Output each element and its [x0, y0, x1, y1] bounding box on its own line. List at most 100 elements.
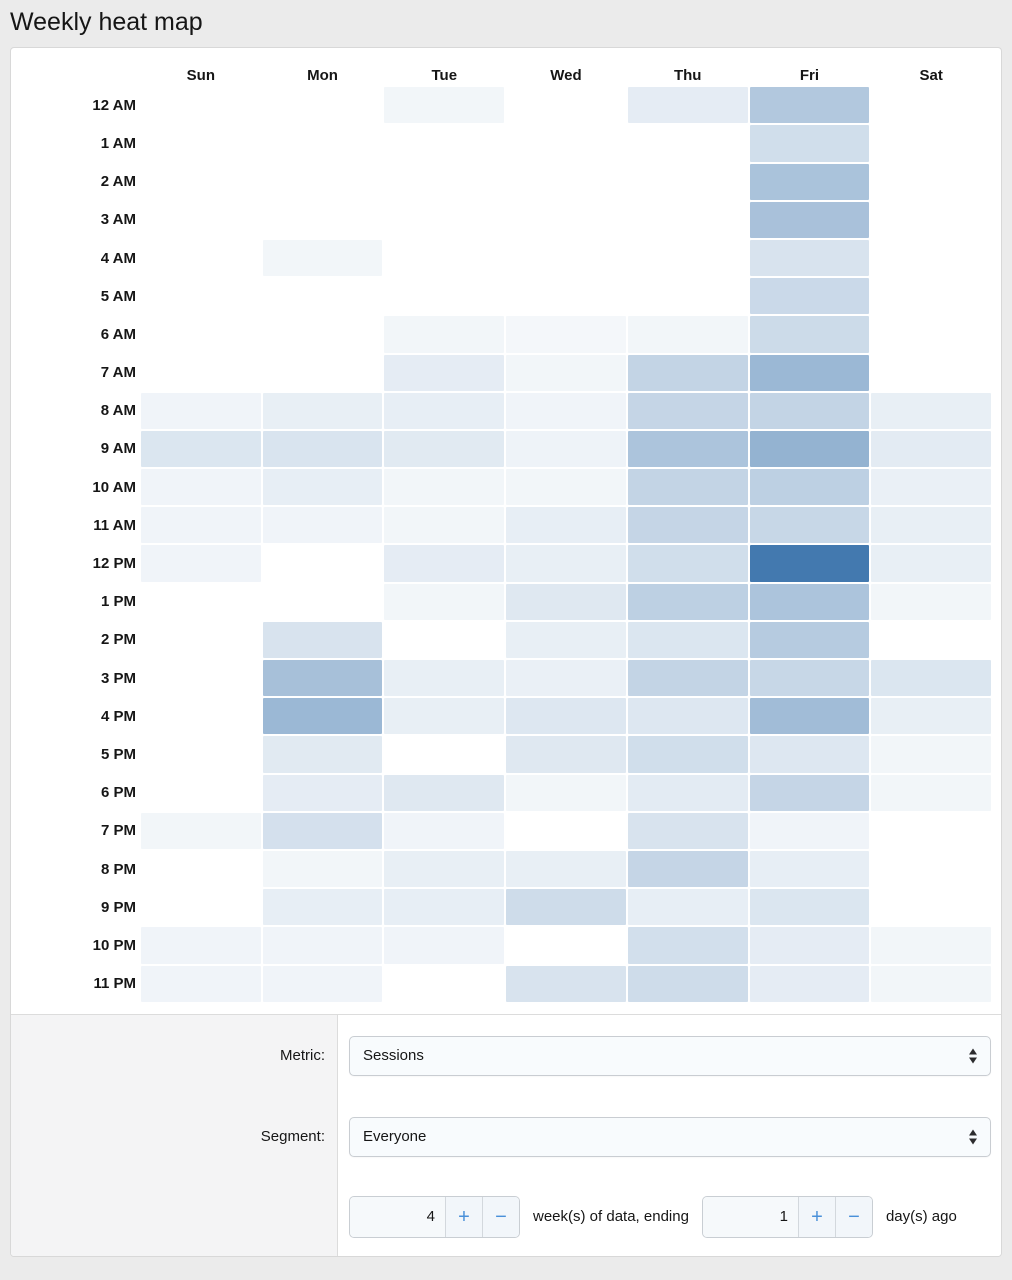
heatmap-cell[interactable]: [749, 239, 871, 277]
heatmap-cell[interactable]: [870, 926, 992, 964]
heatmap-cell[interactable]: [140, 544, 262, 582]
heatmap-cell[interactable]: [627, 544, 749, 582]
heatmap-cell[interactable]: [505, 774, 627, 812]
heatmap-cell[interactable]: [870, 888, 992, 926]
heatmap-cell[interactable]: [262, 888, 384, 926]
days-input[interactable]: [702, 1196, 798, 1237]
heatmap-cell[interactable]: [749, 86, 871, 124]
heatmap-cell[interactable]: [383, 239, 505, 277]
heatmap-cell[interactable]: [870, 697, 992, 735]
heatmap-cell[interactable]: [749, 430, 871, 468]
heatmap-cell[interactable]: [749, 544, 871, 582]
heatmap-cell[interactable]: [383, 354, 505, 392]
heatmap-cell[interactable]: [262, 850, 384, 888]
heatmap-cell[interactable]: [505, 392, 627, 430]
heatmap-cell[interactable]: [870, 392, 992, 430]
heatmap-cell[interactable]: [627, 888, 749, 926]
heatmap-cell[interactable]: [627, 315, 749, 353]
heatmap-cell[interactable]: [262, 926, 384, 964]
metric-select[interactable]: Sessions: [349, 1035, 991, 1076]
heatmap-cell[interactable]: [140, 506, 262, 544]
heatmap-cell[interactable]: [749, 621, 871, 659]
heatmap-cell[interactable]: [627, 735, 749, 773]
heatmap-cell[interactable]: [749, 774, 871, 812]
heatmap-cell[interactable]: [505, 659, 627, 697]
heatmap-cell[interactable]: [749, 506, 871, 544]
heatmap-cell[interactable]: [383, 697, 505, 735]
heatmap-cell[interactable]: [383, 659, 505, 697]
heatmap-cell[interactable]: [262, 965, 384, 1003]
heatmap-cell[interactable]: [262, 506, 384, 544]
heatmap-cell[interactable]: [262, 86, 384, 124]
heatmap-cell[interactable]: [140, 735, 262, 773]
heatmap-cell[interactable]: [749, 850, 871, 888]
heatmap-cell[interactable]: [505, 812, 627, 850]
heatmap-cell[interactable]: [383, 621, 505, 659]
heatmap-cell[interactable]: [383, 965, 505, 1003]
heatmap-cell[interactable]: [262, 621, 384, 659]
heatmap-cell[interactable]: [627, 468, 749, 506]
heatmap-cell[interactable]: [749, 124, 871, 162]
heatmap-cell[interactable]: [505, 965, 627, 1003]
heatmap-cell[interactable]: [870, 163, 992, 201]
heatmap-cell[interactable]: [749, 315, 871, 353]
heatmap-cell[interactable]: [505, 354, 627, 392]
heatmap-cell[interactable]: [262, 430, 384, 468]
heatmap-cell[interactable]: [383, 735, 505, 773]
heatmap-cell[interactable]: [870, 659, 992, 697]
heatmap-cell[interactable]: [627, 506, 749, 544]
segment-select[interactable]: Everyone: [349, 1116, 991, 1157]
heatmap-cell[interactable]: [140, 659, 262, 697]
heatmap-cell[interactable]: [262, 812, 384, 850]
heatmap-cell[interactable]: [749, 697, 871, 735]
heatmap-cell[interactable]: [870, 86, 992, 124]
heatmap-cell[interactable]: [870, 315, 992, 353]
heatmap-cell[interactable]: [262, 124, 384, 162]
heatmap-cell[interactable]: [140, 124, 262, 162]
heatmap-cell[interactable]: [140, 86, 262, 124]
heatmap-cell[interactable]: [749, 354, 871, 392]
heatmap-cell[interactable]: [262, 277, 384, 315]
heatmap-cell[interactable]: [140, 583, 262, 621]
heatmap-cell[interactable]: [140, 392, 262, 430]
heatmap-cell[interactable]: [383, 430, 505, 468]
heatmap-cell[interactable]: [870, 583, 992, 621]
heatmap-cell[interactable]: [383, 124, 505, 162]
heatmap-cell[interactable]: [140, 812, 262, 850]
heatmap-cell[interactable]: [262, 774, 384, 812]
heatmap-cell[interactable]: [262, 468, 384, 506]
heatmap-cell[interactable]: [505, 888, 627, 926]
heatmap-cell[interactable]: [505, 201, 627, 239]
heatmap-cell[interactable]: [749, 468, 871, 506]
heatmap-cell[interactable]: [627, 697, 749, 735]
heatmap-cell[interactable]: [383, 163, 505, 201]
heatmap-cell[interactable]: [749, 659, 871, 697]
heatmap-cell[interactable]: [140, 239, 262, 277]
heatmap-cell[interactable]: [262, 354, 384, 392]
heatmap-cell[interactable]: [140, 774, 262, 812]
heatmap-cell[interactable]: [140, 888, 262, 926]
heatmap-cell[interactable]: [505, 430, 627, 468]
heatmap-cell[interactable]: [505, 544, 627, 582]
heatmap-cell[interactable]: [505, 926, 627, 964]
heatmap-cell[interactable]: [262, 239, 384, 277]
heatmap-cell[interactable]: [627, 201, 749, 239]
heatmap-cell[interactable]: [505, 506, 627, 544]
heatmap-cell[interactable]: [505, 850, 627, 888]
heatmap-cell[interactable]: [383, 201, 505, 239]
heatmap-cell[interactable]: [870, 124, 992, 162]
heatmap-cell[interactable]: [140, 926, 262, 964]
heatmap-cell[interactable]: [627, 774, 749, 812]
heatmap-cell[interactable]: [627, 926, 749, 964]
heatmap-cell[interactable]: [262, 583, 384, 621]
heatmap-cell[interactable]: [627, 86, 749, 124]
heatmap-cell[interactable]: [505, 621, 627, 659]
heatmap-cell[interactable]: [383, 544, 505, 582]
heatmap-cell[interactable]: [383, 506, 505, 544]
days-decrement-button[interactable]: −: [834, 1196, 872, 1237]
heatmap-cell[interactable]: [383, 850, 505, 888]
heatmap-cell[interactable]: [505, 124, 627, 162]
heatmap-cell[interactable]: [383, 774, 505, 812]
heatmap-cell[interactable]: [749, 735, 871, 773]
heatmap-cell[interactable]: [140, 277, 262, 315]
